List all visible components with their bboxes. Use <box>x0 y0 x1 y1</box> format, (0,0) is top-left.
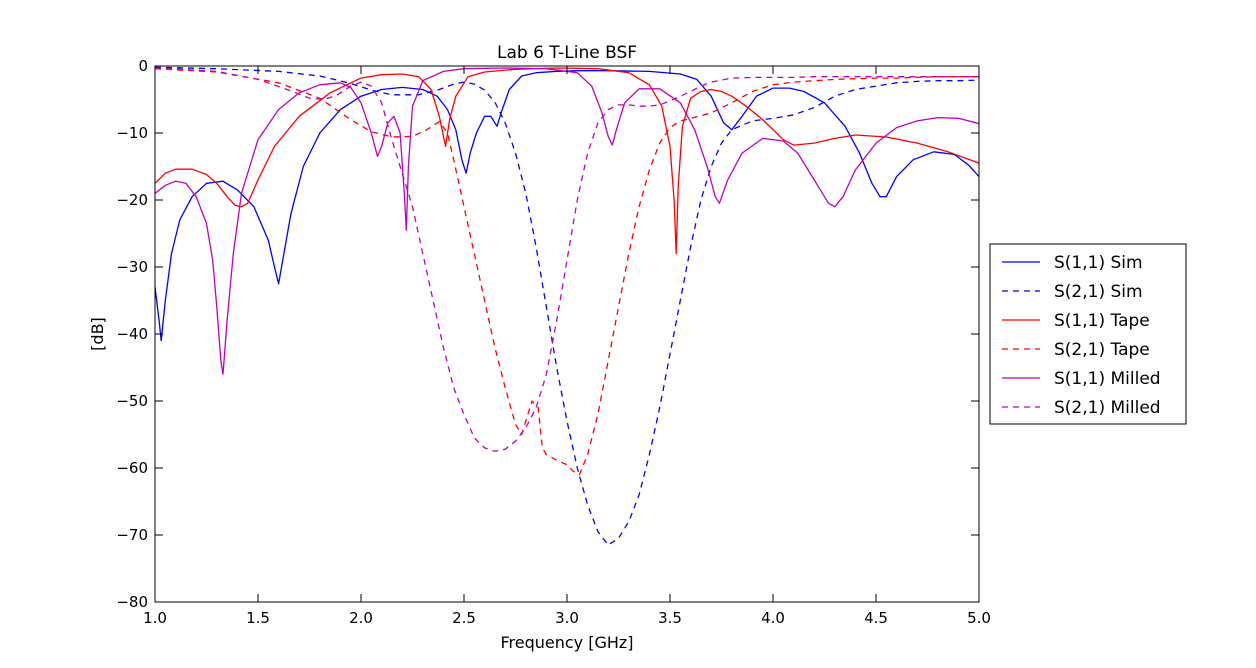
y-tick-label: −30 <box>116 258 148 276</box>
x-axis: 1.0 1.5 2.0 2.5 3.0 3.5 4.0 4.5 5.0 <box>143 66 991 627</box>
chart-title: Lab 6 T-Line BSF <box>497 43 637 63</box>
x-tick-label: 1.0 <box>143 609 167 627</box>
legend-label: S(1,1) Sim <box>1054 253 1143 273</box>
series-line-s-2-1-sim <box>155 66 979 546</box>
x-tick-label: 2.5 <box>452 609 476 627</box>
x-tick-label: 3.0 <box>555 609 579 627</box>
x-tick-label: 4.0 <box>761 609 785 627</box>
legend-label: S(2,1) Tape <box>1054 340 1150 360</box>
x-tick-label: 5.0 <box>967 609 991 627</box>
x-tick-label: 4.5 <box>864 609 888 627</box>
y-tick-label: −80 <box>116 593 148 611</box>
series-line-s-2-1-tape <box>155 68 979 476</box>
y-tick-label: −60 <box>116 459 148 477</box>
legend-label: S(1,1) Tape <box>1054 311 1150 331</box>
plot-area <box>155 66 979 602</box>
series-line-s-2-1-milled <box>155 67 979 452</box>
x-tick-label: 2.0 <box>349 609 373 627</box>
y-tick-label: −20 <box>116 191 148 209</box>
x-axis-label: Frequency [GHz] <box>500 633 633 652</box>
legend-label: S(2,1) Sim <box>1054 282 1143 302</box>
series-lines <box>155 66 979 546</box>
x-tick-label: 1.5 <box>246 609 270 627</box>
y-axis-label: [dB] <box>88 317 107 351</box>
y-tick-label: −40 <box>116 325 148 343</box>
legend-label: S(1,1) Milled <box>1054 369 1161 389</box>
legend-box <box>989 243 1187 425</box>
y-axis: 0 −10 −20 −30 −40 −50 −60 −70 −80 <box>116 57 979 611</box>
series-line-s-1-1-sim <box>155 70 979 342</box>
y-tick-label: −10 <box>116 124 148 142</box>
y-tick-label: −50 <box>116 392 148 410</box>
y-tick-label: 0 <box>138 57 148 75</box>
legend: S(1,1) Sim S(2,1) Sim S(1,1) Tape S(2,1) Ta… <box>989 243 1187 425</box>
legend-label: S(2,1) Milled <box>1054 398 1161 418</box>
x-tick-label: 3.5 <box>658 609 682 627</box>
y-tick-label: −70 <box>116 526 148 544</box>
